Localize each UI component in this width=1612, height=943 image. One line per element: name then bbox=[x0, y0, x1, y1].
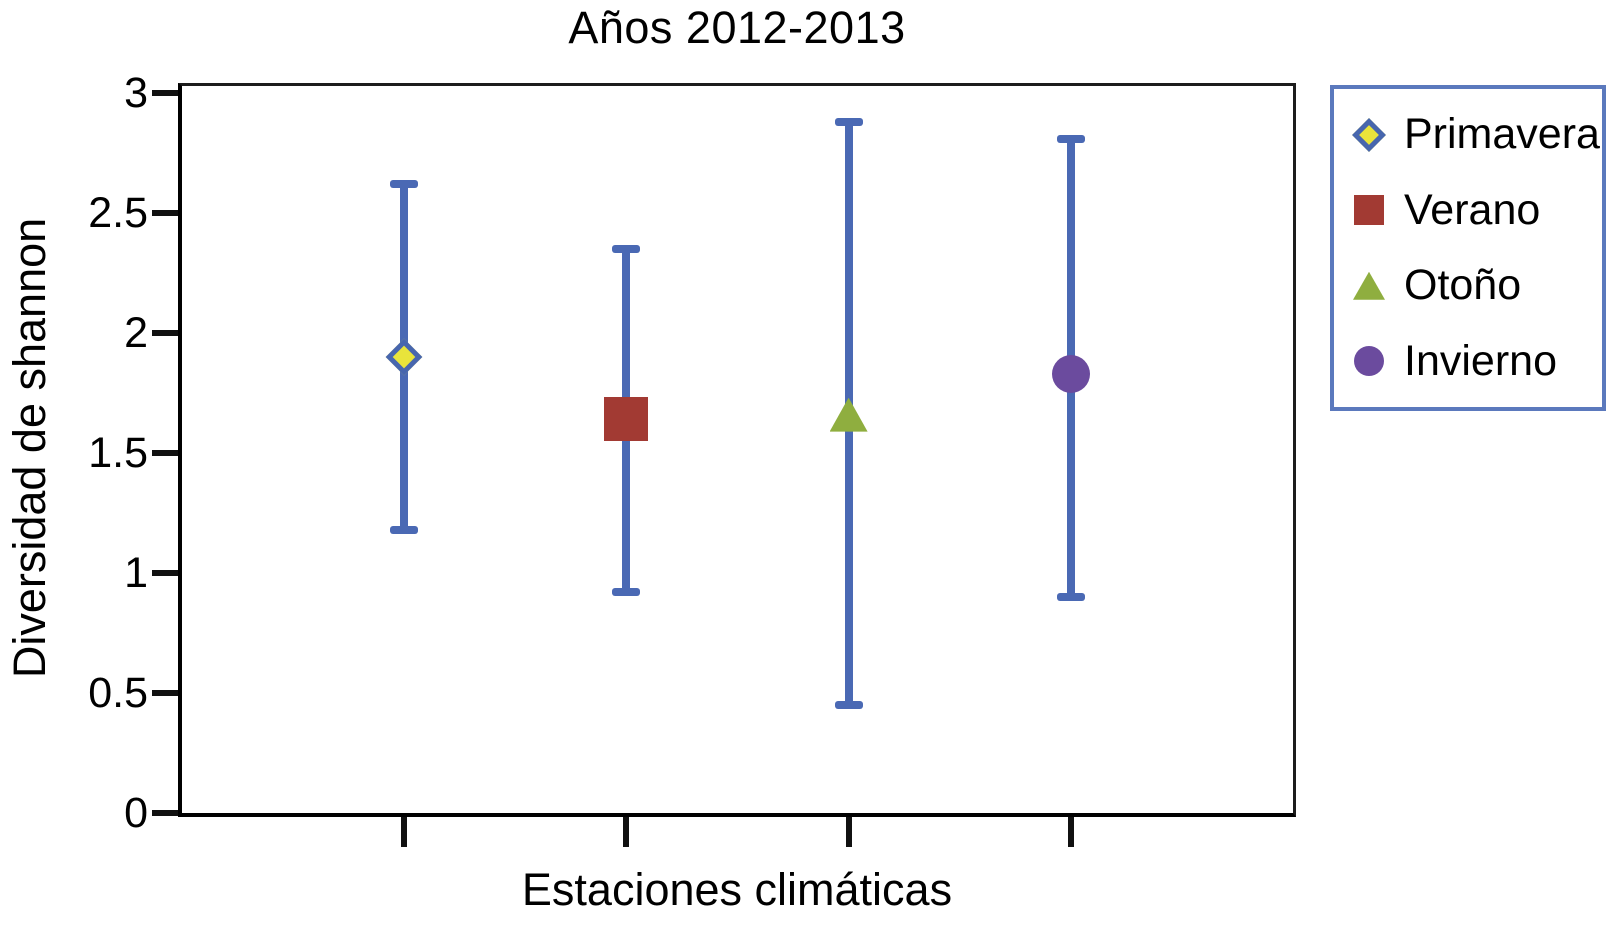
legend-item-invierno: Invierno bbox=[1352, 337, 1598, 386]
x-tick bbox=[401, 817, 408, 847]
error-bar-cap-top bbox=[390, 180, 419, 189]
y-tick-label: 3 bbox=[124, 69, 148, 117]
circle-marker-icon bbox=[1354, 346, 1384, 377]
error-bar-cap-top bbox=[834, 117, 863, 126]
legend-item-otono: Otoño bbox=[1352, 261, 1598, 310]
error-bar-cap-top bbox=[612, 245, 641, 253]
legend-item-label: Verano bbox=[1404, 185, 1541, 234]
legend-item-label: Invierno bbox=[1404, 336, 1557, 385]
y-tick bbox=[152, 810, 178, 816]
y-tick bbox=[152, 90, 178, 96]
y-tick bbox=[152, 450, 178, 456]
y-tick bbox=[152, 210, 178, 216]
error-bar-cap-bottom bbox=[612, 588, 641, 597]
x-tick bbox=[845, 817, 852, 847]
triangle-marker-icon bbox=[1353, 271, 1385, 300]
legend: Primavera Verano Otoño Invierno bbox=[1330, 85, 1606, 411]
y-tick-label: 1.5 bbox=[88, 429, 148, 477]
triangle-marker-icon bbox=[829, 397, 868, 432]
chart-title: Años 2012-2013 bbox=[568, 2, 906, 53]
error-bar-cap-bottom bbox=[1056, 593, 1085, 601]
legend-item-verano: Verano bbox=[1352, 186, 1598, 235]
error-bar-cap-bottom bbox=[834, 701, 863, 709]
legend-item-label: Primavera bbox=[1404, 110, 1600, 159]
error-bar-cap-top bbox=[1056, 134, 1085, 143]
x-tick bbox=[623, 817, 630, 847]
y-tick bbox=[152, 330, 178, 336]
square-marker-icon bbox=[1354, 195, 1384, 226]
circle-marker-icon bbox=[1051, 354, 1090, 393]
y-tick-label: 2.5 bbox=[88, 189, 148, 237]
legend-item-primavera: Primavera bbox=[1352, 110, 1600, 159]
y-tick bbox=[152, 690, 178, 696]
error-bar-cap-bottom bbox=[390, 525, 419, 534]
legend-item-label: Otoño bbox=[1404, 261, 1522, 310]
x-axis-label: Estaciones climáticas bbox=[521, 864, 953, 915]
y-tick bbox=[152, 570, 178, 576]
diamond-marker-icon bbox=[1352, 117, 1386, 152]
square-marker-icon bbox=[604, 397, 649, 442]
diamond-marker-icon bbox=[385, 338, 423, 376]
y-tick-label: 0 bbox=[124, 789, 148, 837]
y-tick-label: 0.5 bbox=[88, 669, 148, 717]
plot-area bbox=[178, 83, 1296, 817]
y-tick-label: 1 bbox=[124, 549, 148, 597]
x-tick bbox=[1067, 817, 1074, 847]
y-tick-label: 2 bbox=[124, 309, 148, 357]
